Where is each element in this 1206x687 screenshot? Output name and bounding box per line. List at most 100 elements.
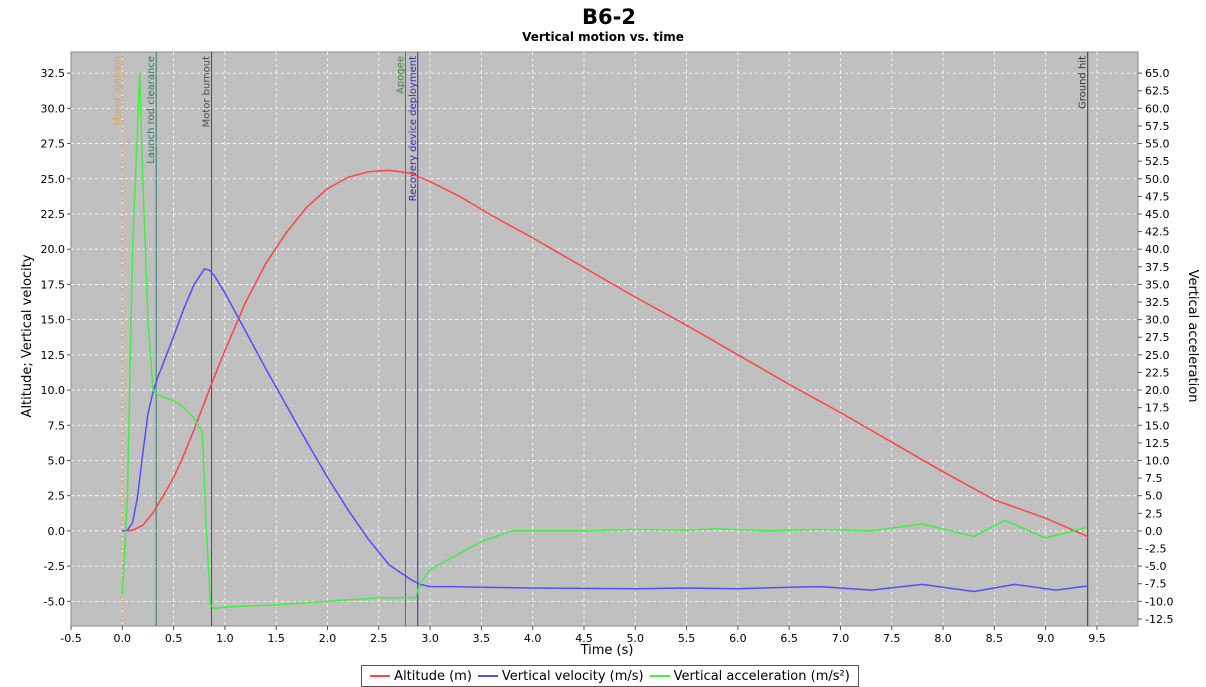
data-point: [214, 375, 216, 377]
y-left-tick-label: 7.5: [48, 419, 66, 432]
data-point: [378, 597, 380, 599]
y-left-tick-label: 22.5: [41, 208, 66, 221]
y-left-tick-label: -2.5: [44, 560, 65, 573]
data-point: [193, 283, 195, 286]
data-point: [768, 530, 770, 532]
data-point: [157, 375, 159, 377]
data-point: [408, 172, 411, 174]
data-point: [788, 383, 790, 386]
data-point: [737, 588, 739, 590]
y-right-tick-label: 32.5: [1145, 296, 1170, 309]
y-right-tick-label: 62.5: [1145, 85, 1170, 98]
data-point: [347, 176, 349, 178]
data-point: [193, 428, 195, 431]
x-tick-label: 2.0: [319, 632, 337, 645]
y-axis-label-left: Altitude; Vertical velocity: [20, 254, 35, 417]
x-tick-label: 1.0: [216, 632, 234, 645]
plot-area: [70, 51, 1139, 627]
y-left-tick-label: 12.5: [41, 349, 66, 362]
data-point: [450, 585, 452, 588]
y-left-tick-label: 0.0: [48, 525, 66, 538]
y-right-tick-label: -5.0: [1145, 560, 1166, 573]
data-point: [532, 587, 534, 589]
y-left-tick-label: 17.5: [41, 278, 66, 291]
y-right-tick-label: 40.0: [1145, 243, 1170, 256]
data-point: [121, 530, 123, 532]
data-point: [583, 530, 585, 532]
data-point: [139, 72, 141, 74]
data-point: [685, 529, 688, 531]
data-point: [155, 392, 157, 395]
data-point: [921, 523, 924, 525]
data-point: [415, 597, 417, 599]
y-left-tick-label: 20.0: [41, 243, 66, 256]
data-point: [244, 330, 247, 332]
data-point: [162, 495, 164, 497]
y-right-tick-label: 12.5: [1145, 437, 1170, 450]
y-left-tick-label: 2.5: [48, 490, 66, 503]
event-label: Apogee: [395, 56, 406, 94]
data-point: [126, 529, 129, 531]
data-point: [131, 529, 134, 531]
data-point: [491, 214, 493, 216]
data-point: [1004, 519, 1006, 521]
data-point: [973, 590, 975, 593]
data-point: [265, 368, 267, 370]
y-right-tick-label: -10.0: [1145, 595, 1173, 608]
data-point: [142, 178, 144, 180]
data-point: [306, 206, 308, 208]
y-left-tick-label: 27.5: [41, 138, 66, 151]
data-point: [326, 476, 329, 478]
data-point: [870, 589, 872, 591]
data-point: [388, 564, 390, 566]
legend-label-vertical-acceleration: Vertical acceleration (m/s²): [673, 668, 850, 684]
data-point: [1087, 585, 1089, 587]
legend-label-vertical-velocity: Vertical velocity (m/s): [501, 668, 644, 684]
y-left-tick-label: 15.0: [41, 314, 66, 327]
y-right-tick-label: 55.0: [1145, 138, 1170, 151]
data-point: [942, 471, 944, 473]
data-point: [162, 396, 164, 398]
data-point: [404, 597, 407, 599]
data-point: [1014, 583, 1016, 586]
legend-swatch-vertical-acceleration: [649, 675, 670, 677]
data-point: [209, 604, 212, 606]
data-point: [224, 292, 226, 294]
data-point: [152, 389, 154, 391]
data-point: [306, 441, 308, 443]
y-left-tick-label: 5.0: [48, 454, 66, 467]
data-point: [172, 400, 175, 402]
x-tick-label: 8.5: [986, 632, 1004, 645]
data-point: [131, 248, 134, 250]
legend-swatch-vertical-velocity: [477, 675, 498, 677]
y-right-tick-label: 30.0: [1145, 314, 1170, 327]
y-right-tick-label: 27.5: [1145, 331, 1170, 344]
data-point: [203, 402, 205, 404]
data-point: [224, 350, 226, 352]
data-point: [244, 302, 247, 304]
y-right-tick-label: 20.0: [1145, 384, 1170, 397]
data-point: [921, 583, 924, 586]
legend-item-altitude: Altitude (m): [370, 669, 472, 684]
data-point: [183, 307, 185, 309]
y-right-tick-label: 37.5: [1145, 261, 1170, 274]
x-tick-label: 3.0: [421, 632, 439, 645]
data-point: [172, 335, 175, 338]
data-point: [152, 512, 154, 514]
y-left-tick-label: 10.0: [41, 384, 66, 397]
data-point: [367, 171, 370, 173]
x-tick-label: 3.5: [473, 632, 491, 645]
data-point: [839, 411, 842, 414]
x-tick-label: -0.5: [60, 632, 81, 645]
data-point: [285, 231, 288, 233]
x-tick-label: 5.5: [678, 632, 696, 645]
data-point: [214, 607, 216, 609]
data-point: [993, 499, 995, 501]
data-point: [326, 188, 329, 190]
data-point: [162, 362, 164, 364]
data-point: [429, 180, 431, 183]
y-axis-label-right: Vertical acceleration: [1185, 270, 1200, 403]
y-right-tick-label: 45.0: [1145, 208, 1170, 221]
y-right-tick-label: 5.0: [1145, 490, 1163, 503]
